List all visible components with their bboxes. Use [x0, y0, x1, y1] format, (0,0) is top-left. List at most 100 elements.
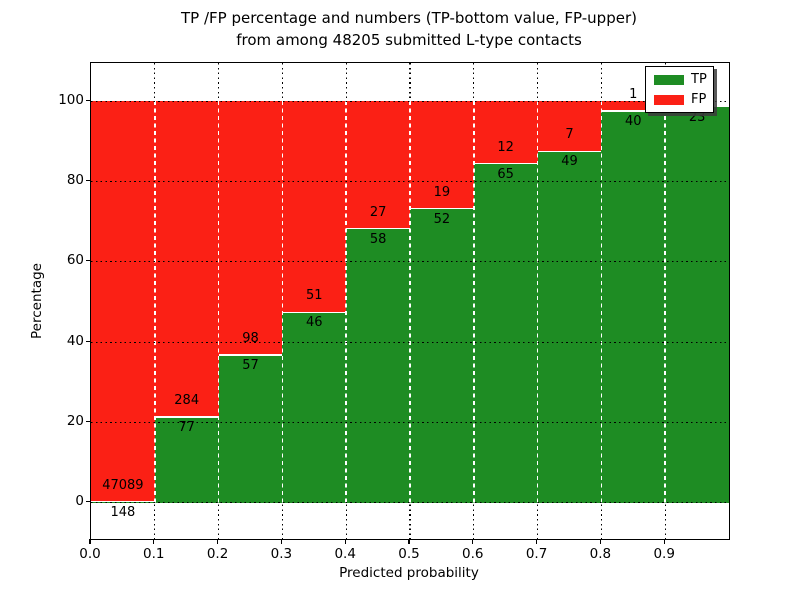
bar-segment-boundary-line: [91, 500, 155, 503]
y-tick-label: 80: [66, 171, 84, 188]
x-tick-label: 0.4: [334, 546, 356, 562]
legend: TP FP: [645, 66, 714, 113]
bar-fp-segment: [410, 101, 474, 209]
grid-hline: [91, 341, 729, 343]
x-tick-label: 0.7: [525, 546, 548, 562]
bar-boundary-dashed-line: [664, 101, 666, 503]
bar-count-label-tp: 65: [497, 166, 514, 182]
bar-count-label-tp: 58: [369, 231, 387, 247]
bar-count-label-tp: 46: [306, 315, 323, 331]
bar-segment-boundary-line: [473, 163, 538, 165]
bar-fp-segment: [537, 101, 602, 152]
bar-count-label-fp: 12: [497, 139, 514, 155]
bar-boundary-dashed-line: [281, 101, 284, 503]
bar-fp-segment: [473, 101, 538, 164]
chart-title: TP /FP percentage and numbers (TP-bottom…: [90, 7, 728, 51]
bar-count-label-fp: 1: [629, 86, 638, 102]
bar-fp-segment: [218, 101, 283, 356]
bar-count-label-tp: 57: [242, 358, 259, 374]
bar-count-label-tp: 23: [688, 109, 706, 125]
bar-segment-boundary-line: [218, 354, 283, 356]
x-tick-mark: [663, 539, 665, 544]
bar-count-label-tp: 148: [110, 504, 136, 520]
bar-count-label-fp: 27: [369, 204, 387, 220]
bar-segment-boundary-line: [154, 416, 219, 418]
y-tick-mark: [85, 340, 90, 342]
bar-boundary-dashed-line: [409, 101, 411, 503]
x-tick-label: 0.0: [79, 546, 101, 562]
bar-count-label-fp: 19: [433, 184, 451, 200]
x-tick-mark: [280, 539, 282, 544]
bar-fp-segment: [91, 101, 155, 502]
grid-hline: [91, 421, 729, 424]
legend-label-fp: FP: [691, 92, 707, 107]
bar-tp-segment: [410, 208, 474, 503]
bar-tp-segment: [473, 163, 538, 503]
bar-segment-boundary-line: [537, 150, 602, 153]
grid-hline: [91, 100, 729, 102]
legend-item-tp: TP: [654, 73, 713, 86]
bar-fp-segment: [154, 101, 219, 418]
bar-tp-segment: [154, 417, 219, 503]
bar-fp-segment: [601, 101, 666, 111]
y-tick-mark: [85, 179, 90, 182]
legend-label-tp: TP: [691, 72, 707, 87]
y-tick-mark: [85, 501, 90, 503]
legend-swatch-fp-icon: [654, 94, 684, 105]
y-tick-mark: [85, 99, 90, 101]
x-tick-label: 0.6: [462, 546, 484, 562]
x-axis-label: Predicted probability: [339, 565, 479, 581]
x-tick-label: 0.5: [398, 546, 420, 562]
bar-boundary-dashed-line: [536, 101, 539, 503]
bar-boundary-dashed-line: [154, 101, 156, 503]
bar-tp-segment: [346, 228, 410, 503]
bar-count-label-fp: 98: [242, 331, 259, 347]
x-tick-mark: [599, 539, 601, 544]
x-tick-mark: [472, 539, 474, 544]
bar-count-label-fp: 7: [565, 127, 574, 143]
bar-tp-segment: [218, 355, 283, 503]
bar-tp-segment: [601, 110, 666, 503]
bar-tp-segment: [665, 106, 729, 503]
grid-hline: [91, 261, 729, 263]
y-tick-label: 100: [58, 91, 84, 108]
y-axis-label: Percentage: [29, 263, 45, 339]
x-tick-label: 0.2: [206, 546, 229, 562]
bar-count-label-fp: 51: [306, 288, 323, 304]
x-tick-label: 0.8: [589, 546, 612, 562]
x-tick-label: 0.3: [270, 546, 293, 562]
bar-boundary-dashed-line: [600, 101, 603, 503]
bar-fp-segment: [282, 101, 347, 313]
grid-hline: [91, 502, 729, 504]
y-tick-label: 40: [66, 332, 84, 349]
bar-count-label-fp: 47089: [102, 477, 144, 493]
x-tick-mark: [217, 539, 219, 544]
x-tick-mark: [89, 539, 91, 544]
bar-tp-segment: [282, 312, 347, 503]
grid-hline: [91, 180, 729, 183]
y-tick-label: 0: [75, 493, 84, 510]
x-tick-mark: [153, 539, 155, 544]
x-tick-mark: [408, 539, 410, 544]
y-tick-label: 20: [66, 413, 84, 429]
legend-swatch-tp-icon: [654, 74, 684, 85]
bar-segment-boundary-line: [346, 228, 410, 230]
x-tick-label: 0.9: [653, 546, 675, 562]
bar-count-label-tp: 77: [178, 420, 195, 436]
bar-segment-boundary-line: [282, 311, 347, 314]
x-tick-label: 0.1: [143, 546, 165, 562]
bar-boundary-dashed-line: [345, 101, 347, 503]
chart-title-line1: TP /FP percentage and numbers (TP-bottom…: [181, 9, 637, 27]
bar-segment-boundary-line: [601, 110, 666, 112]
y-tick-mark: [85, 420, 90, 423]
bar-count-label-tp: 52: [433, 211, 451, 227]
y-tick-label: 60: [66, 252, 84, 269]
legend-item-fp: FP: [654, 93, 713, 106]
bar-count-label-tp: 49: [561, 154, 578, 170]
bar-boundary-dashed-line: [217, 101, 220, 503]
bar-count-label-tp: 40: [625, 113, 642, 129]
chart-title-line2: from among 48205 submitted L-type contac…: [236, 31, 582, 49]
bar-boundary-dashed-line: [473, 101, 475, 503]
bar-tp-segment: [537, 151, 602, 503]
